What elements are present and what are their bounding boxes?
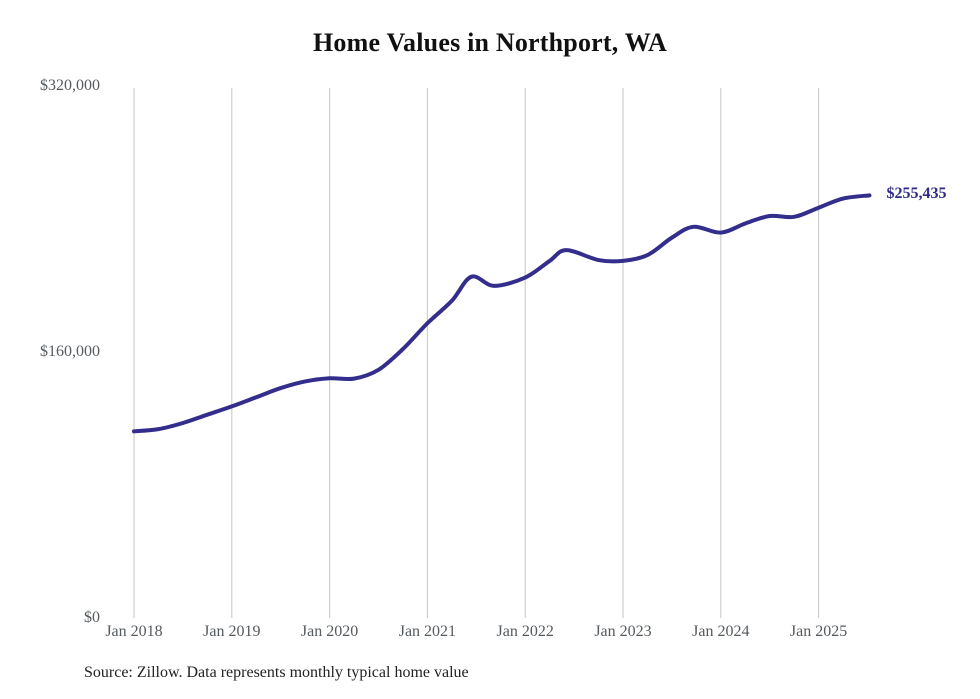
x-tick-label: Jan 2021 (398, 623, 457, 640)
page-title: Home Values in Northport, WA (313, 28, 667, 57)
x-tick-label: Jan 2018 (105, 623, 163, 640)
x-tick-label: Jan 2022 (496, 623, 554, 640)
x-tick-label: Jan 2019 (203, 623, 261, 640)
y-tick-label: $320,000 (40, 77, 100, 94)
end-value-annotation: $255,435 (886, 185, 947, 203)
source-note: Source: Zillow. Data represents monthly … (84, 664, 469, 681)
data-line-typical-home-value (132, 193, 872, 434)
x-tick-label: Jan 2023 (594, 623, 652, 640)
y-tick-label: $160,000 (40, 343, 100, 360)
x-tick-label: Jan 2024 (692, 623, 750, 640)
x-tick-label: Jan 2020 (300, 623, 359, 640)
x-tick-label: Jan 2025 (789, 623, 848, 640)
y-tick-label: $0 (84, 609, 100, 626)
